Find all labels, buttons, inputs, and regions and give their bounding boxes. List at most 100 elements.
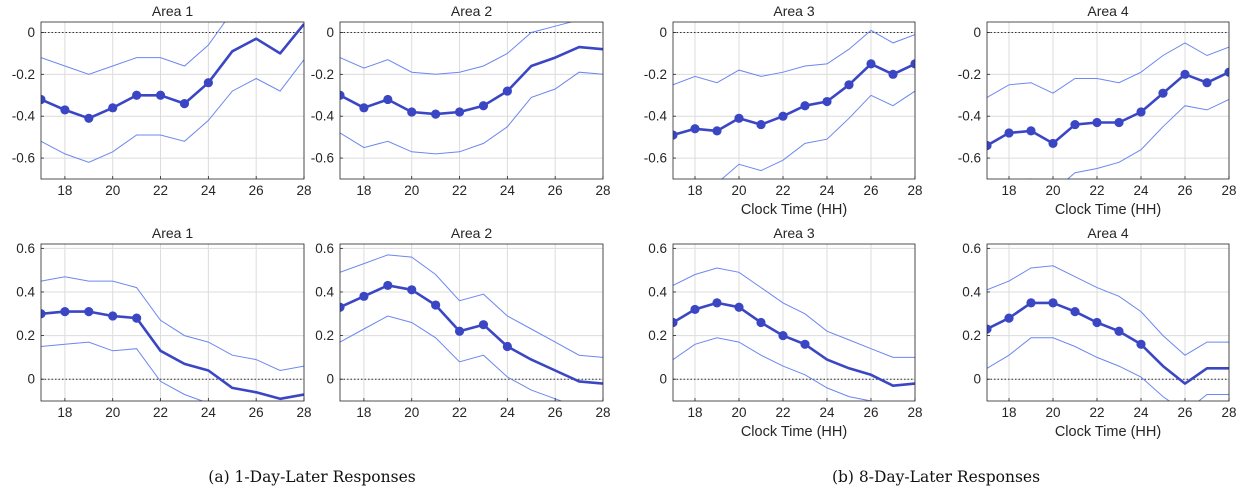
x-tick-label: 18 (1001, 405, 1016, 420)
estimate-point (800, 339, 810, 349)
x-tick-label: 26 (863, 405, 878, 420)
estimate-point (1202, 78, 1212, 88)
chart-title: Area 1 (152, 3, 193, 19)
y-tick-label: 0 (659, 372, 667, 387)
x-tick-label: 28 (1221, 405, 1236, 420)
estimate-point (734, 302, 744, 312)
estimate-point (1070, 306, 1080, 317)
estimate-point (844, 80, 854, 90)
estimate-point (756, 317, 766, 328)
estimate-point (478, 320, 489, 330)
lower-band-line (987, 337, 1229, 401)
y-tick-label: 0.4 (648, 284, 667, 299)
series-group (41, 276, 304, 401)
chart-title: Area 3 (773, 3, 814, 19)
y-tick-label: 0.6 (648, 241, 667, 256)
x-tick-label: 24 (201, 405, 217, 420)
x-tick-label: 26 (1177, 183, 1192, 198)
chart-title: Area 2 (451, 225, 492, 241)
estimate-point (155, 90, 166, 100)
x-tick-label: 24 (819, 183, 835, 198)
estimate-point (60, 306, 70, 317)
estimate-point (132, 90, 142, 100)
x-tick-label: 18 (687, 405, 702, 420)
estimate-line (673, 301, 915, 387)
estimate-point (502, 341, 512, 352)
upper-band-line (987, 265, 1229, 356)
x-tick-label: 22 (775, 183, 790, 198)
estimate-point (340, 90, 345, 100)
chart-title: Area 2 (451, 3, 492, 19)
estimate-point (800, 101, 810, 111)
chart-title: Area 1 (152, 225, 193, 241)
chart-panel-b-3: 18 20 22 24 26 28 0 0.2 0.4 0.6 Area 3 Clock Time (… (648, 225, 922, 440)
chart-title: Area 4 (1087, 225, 1128, 241)
estimate-point (431, 109, 441, 119)
y-tick-label: 0 (973, 372, 981, 387)
estimate-point (41, 309, 46, 319)
x-tick-label: 28 (296, 183, 311, 198)
y-tick-label: -0.2 (958, 67, 981, 82)
estimate-point (756, 119, 766, 130)
x-axis-label: Clock Time (HH) (741, 202, 847, 218)
estimate-point (1136, 107, 1146, 117)
estimate-line (987, 301, 1229, 385)
series-group (340, 254, 603, 401)
estimate-point (108, 103, 118, 113)
caption-a: (a) 1-Day-Later Responses (208, 468, 415, 486)
estimate-point (866, 59, 876, 69)
estimate-point (340, 302, 345, 312)
x-tick-label: 28 (296, 405, 311, 420)
upper-band-line (41, 22, 226, 75)
estimate-point (1048, 138, 1058, 149)
estimate-point (1026, 298, 1036, 308)
lower-band-line (340, 71, 603, 155)
y-tick-label: 0 (326, 372, 334, 387)
estimate-point (734, 113, 744, 123)
series-group (41, 22, 304, 163)
estimate-point (132, 313, 142, 323)
y-tick-label: -0.6 (12, 151, 35, 166)
y-tick-label: 0 (973, 25, 981, 40)
axes-frame (40, 243, 305, 402)
x-tick-label: 24 (1133, 183, 1149, 198)
estimate-point (383, 94, 393, 105)
y-tick-label: -0.2 (12, 67, 35, 82)
lower-band-line (673, 337, 872, 401)
x-tick-label: 18 (57, 183, 72, 198)
estimate-point (673, 130, 678, 140)
estimate-point (407, 285, 417, 295)
x-tick-label: 22 (153, 183, 168, 198)
x-tick-label: 28 (907, 183, 922, 198)
estimate-point (1158, 88, 1168, 98)
x-tick-label: 18 (356, 183, 371, 198)
y-tick-label: 0.6 (315, 241, 334, 256)
y-tick-label: -0.4 (12, 109, 36, 124)
upper-band-line (340, 254, 603, 358)
lower-band-line (1025, 99, 1229, 179)
y-tick-label: -0.2 (311, 67, 334, 82)
estimate-point (1026, 126, 1036, 136)
estimate-point (1004, 128, 1014, 138)
upper-band-line (673, 29, 915, 86)
estimate-point (888, 69, 898, 79)
x-tick-label: 26 (249, 405, 264, 420)
estimate-point (60, 105, 70, 115)
lower-band-line (693, 90, 915, 179)
x-axis-label: Clock Time (HH) (1055, 202, 1161, 218)
estimate-point (1114, 326, 1124, 336)
estimate-point (1092, 317, 1102, 328)
estimate-point (41, 94, 46, 105)
chart-title: Area 4 (1087, 3, 1128, 19)
estimate-point (673, 317, 678, 328)
estimate-point (478, 101, 489, 111)
x-tick-label: 20 (105, 405, 120, 420)
x-tick-label: 24 (201, 183, 217, 198)
chart-panel-b-1: 18 20 22 24 26 28 0 0.2 0.4 0.6 Area 1 (16, 225, 311, 420)
x-tick-label: 28 (595, 405, 610, 420)
axes-frame (339, 21, 604, 180)
y-tick-label: 0 (326, 25, 334, 40)
x-tick-label: 22 (452, 183, 467, 198)
upper-band-line (987, 42, 1229, 98)
estimate-point (359, 103, 369, 113)
